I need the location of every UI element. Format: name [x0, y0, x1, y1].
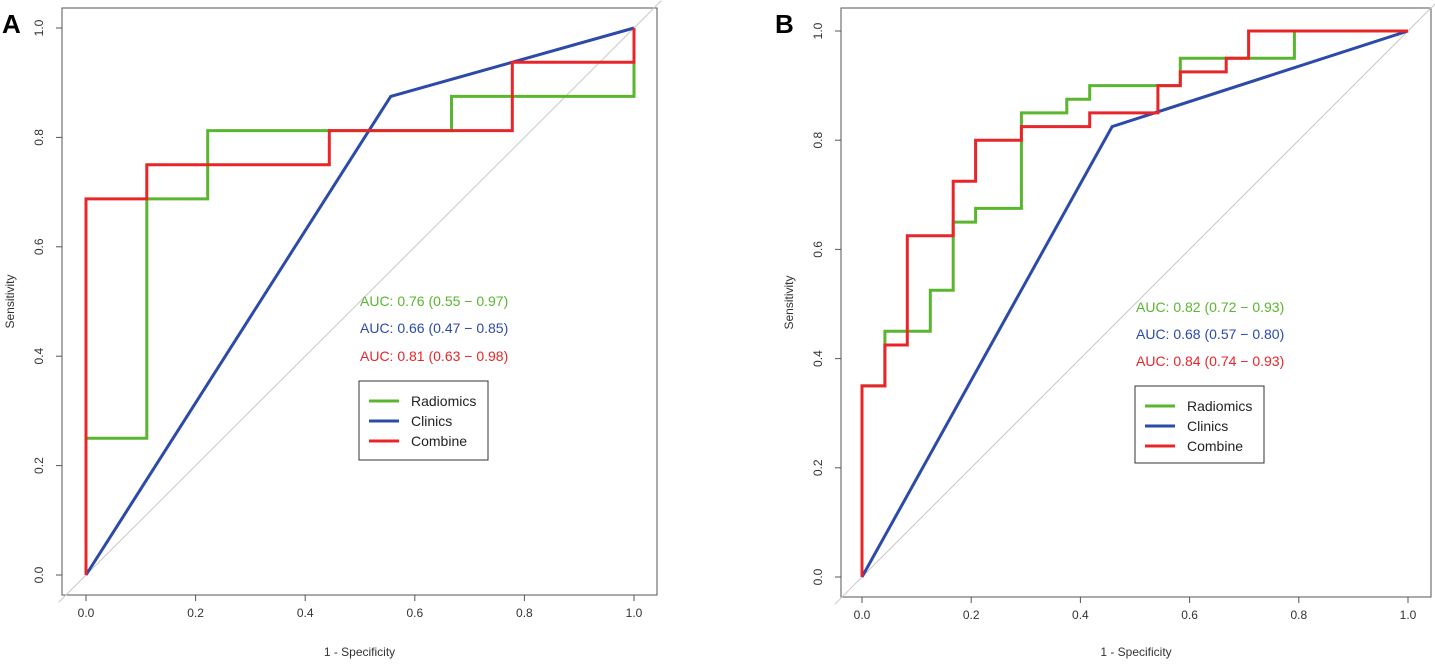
panel-a-reference-diagonal	[58, 0, 662, 603]
panel-a-series-combine	[84, 28, 636, 575]
panel-a-x-tick-label: 0.8	[516, 606, 533, 620]
panel-b-y-tick-label: 0.0	[811, 568, 825, 585]
panel-b-legend-label-clinics: Clinics	[1187, 418, 1228, 434]
panel-b-y-tick-label: 0.2	[811, 459, 825, 476]
panel-b-x-tick-label: 1.0	[1400, 608, 1417, 622]
panel-a-series-clinics	[84, 26, 635, 576]
panel-b-y-tick-label: 0.8	[811, 132, 825, 149]
panel-a-x-tick-label: 0.4	[297, 606, 314, 620]
panel-a-x-tick-label: 0.6	[406, 606, 423, 620]
panel-a-x-tick-label: 0.2	[187, 606, 204, 620]
panel-b-y-axis-title: Sensitivity	[782, 275, 796, 329]
panel-a-y-tick-label: 0.2	[32, 457, 46, 474]
panel-b-letter: B	[775, 9, 794, 39]
panel-b-series-combine	[860, 29, 1408, 577]
panel-a-x-tick-label: 0.0	[78, 606, 95, 620]
panel-b-series-clinics	[860, 29, 1409, 578]
panel-b-plot-frame	[840, 7, 1432, 598]
panel-b-x-tick-label: 0.6	[1181, 608, 1198, 622]
panel-b-reference-diagonal	[834, 3, 1435, 605]
panel-b-legend-box	[1134, 385, 1265, 464]
panel-a-y-tick-label: 0.0	[32, 566, 46, 583]
panel-a-legend-label-combine: Combine	[411, 433, 467, 449]
panel-b-x-tick-label: 0.2	[963, 608, 980, 622]
panel-a-x-tick-label: 1.0	[626, 606, 643, 620]
panel-a-legend-label-radiomics: Radiomics	[411, 393, 476, 409]
panel-a-letter: A	[2, 9, 21, 39]
panel-b-legend-label-combine: Combine	[1187, 438, 1243, 454]
panel-a-plot-frame	[61, 7, 658, 596]
panel-b-y-tick-label: 0.6	[811, 241, 825, 258]
panel-a-auc-label: AUC: 0.76 (0.55 − 0.97)	[360, 293, 508, 309]
panel-b-series-radiomics	[860, 29, 1408, 577]
panel-a-auc-label: AUC: 0.81 (0.63 − 0.98)	[360, 348, 508, 364]
panel-b-auc-label: AUC: 0.68 (0.57 − 0.80)	[1136, 326, 1284, 342]
panel-b-x-axis-title: 1 - Specificity	[1100, 645, 1171, 659]
panel-b-x-tick-label: 0.8	[1290, 608, 1307, 622]
panel-b-y-tick-label: 1.0	[811, 22, 825, 39]
panel-a-auc-label: AUC: 0.66 (0.47 − 0.85)	[360, 320, 508, 336]
panel-b-x-tick-label: 0.0	[854, 608, 871, 622]
panel-b-legend-label-radiomics: Radiomics	[1187, 398, 1252, 414]
panel-b-x-tick-label: 0.4	[1072, 608, 1089, 622]
panel-a-legend-label-clinics: Clinics	[411, 413, 452, 429]
panel-a-y-tick-label: 0.8	[32, 129, 46, 146]
panel-b-chart: B 0.0 0.0 0.2 0.2 0.4 0.4 0.6 0.6 0.8 0.8 1.0 1.0 1 -…	[775, 3, 1435, 659]
panel-a-y-tick-label: 0.4	[32, 348, 46, 365]
panel-b-auc-label: AUC: 0.84 (0.74 − 0.93)	[1136, 353, 1284, 369]
panel-a-x-axis-title: 1 - Specificity	[324, 645, 395, 659]
panel-b-auc-label: AUC: 0.82 (0.72 − 0.93)	[1136, 299, 1284, 315]
panel-a-y-axis-title: Sensitivity	[3, 274, 17, 328]
panel-a-chart: A 0.0 0.0 0.2 0.2 0.4 0.4 0.6 0.6 0.8 0.8 1.0 1.0 1 -…	[2, 0, 662, 659]
panel-b-y-tick-label: 0.4	[811, 350, 825, 367]
panel-a-y-tick-label: 1.0	[32, 19, 46, 36]
panel-a-y-tick-label: 0.6	[32, 238, 46, 255]
